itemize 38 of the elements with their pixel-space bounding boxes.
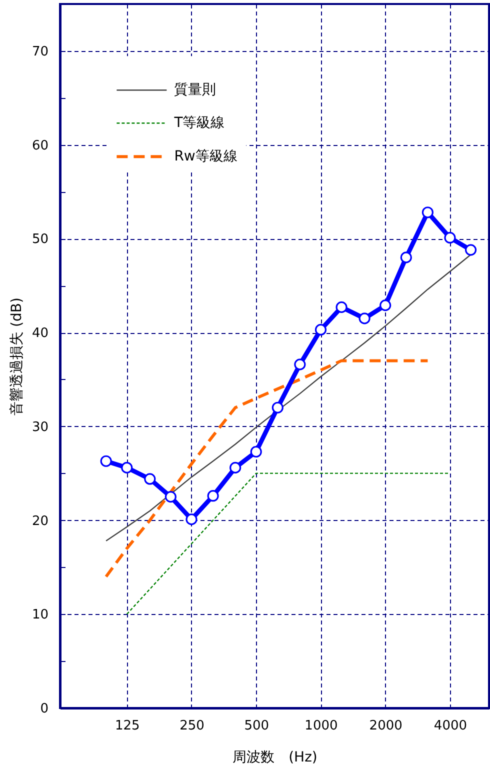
x-tick-label: 125	[114, 718, 140, 734]
legend-label: 質量則	[174, 82, 216, 98]
point	[294, 358, 306, 370]
legend-label: T等級線	[173, 115, 225, 132]
y-tick-label: 40	[32, 326, 48, 342]
y-tick-label: 50	[32, 232, 48, 248]
point	[400, 252, 412, 264]
x-tick-label: 500	[244, 718, 270, 734]
y-tick-label: 70	[32, 44, 48, 60]
x-tick-label: 1000	[304, 718, 338, 734]
point	[336, 301, 348, 313]
point	[164, 491, 176, 503]
point	[100, 455, 112, 467]
point	[314, 324, 327, 336]
point	[422, 206, 434, 218]
point	[144, 473, 156, 485]
point	[230, 462, 242, 474]
y-tick-label: 10	[32, 608, 48, 623]
point	[464, 244, 477, 256]
x-tick-label: 2000	[369, 718, 402, 734]
y-tick-label: 20	[32, 514, 48, 529]
point	[272, 402, 284, 414]
x-axis-title: 周波数 (Hz)	[232, 750, 318, 766]
y-tick-label: 30	[32, 420, 48, 435]
point	[444, 232, 456, 244]
point	[380, 300, 392, 312]
y-tick-label: 0	[40, 702, 48, 716]
point	[358, 312, 370, 324]
x-tick-label: 250	[180, 718, 204, 734]
point	[207, 490, 219, 502]
legend-label: Rw等級線	[174, 148, 238, 165]
point	[121, 462, 133, 474]
x-tick-label: 4000	[434, 718, 468, 734]
y-tick-label: 60	[32, 138, 48, 154]
point	[250, 446, 262, 458]
point	[186, 514, 198, 526]
line-series	[104, 359, 430, 578]
y-axis-title: 音響透過損失 (dB)	[8, 298, 25, 416]
